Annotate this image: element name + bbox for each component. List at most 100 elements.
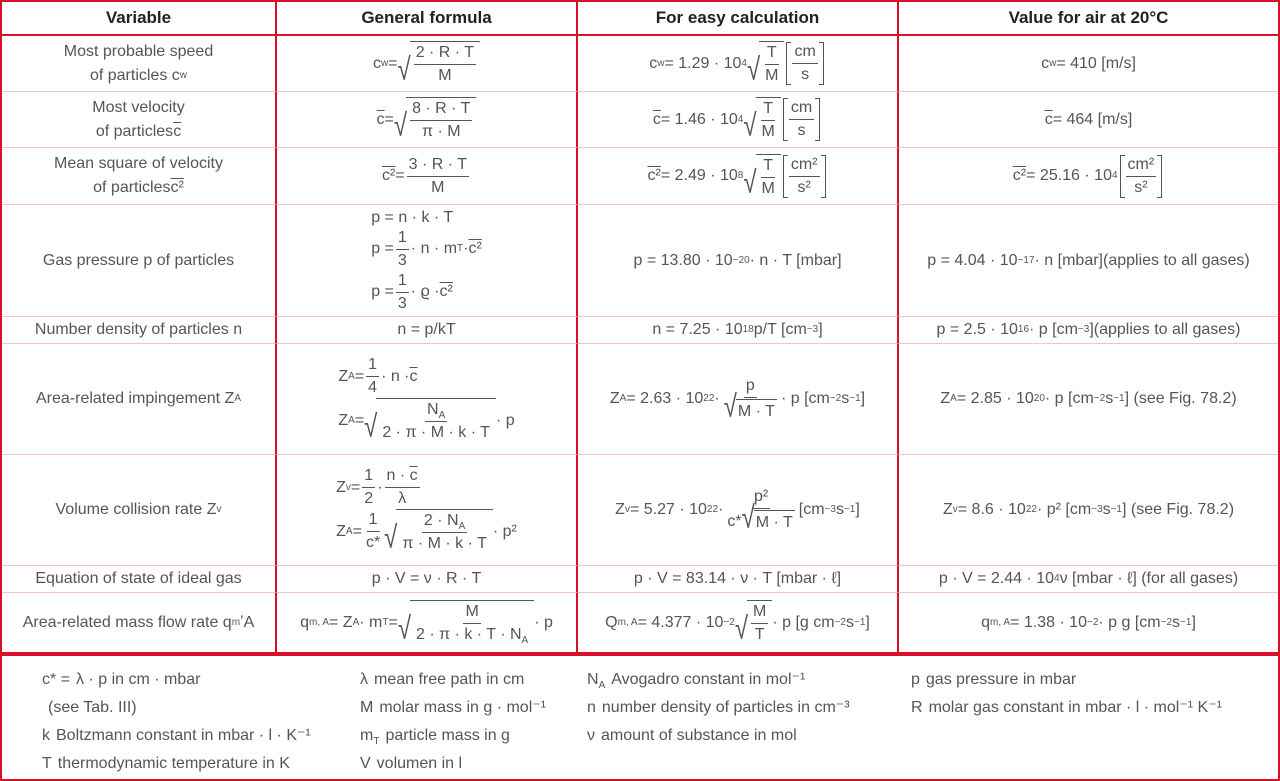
formula-text: = 1.46 · 10 [660, 110, 738, 128]
denominator: 2 · π · M · k · T [380, 422, 492, 443]
radical-sign-icon: √ [397, 52, 411, 88]
formula-text: p² [753, 487, 769, 505]
formula-text: ] [860, 390, 866, 407]
formula-line: Z A = 1 c* √ 2 · NA π · M · k · T · p² [336, 509, 517, 554]
formula-text: M [438, 67, 452, 84]
formula-text: Z [338, 367, 349, 385]
formula-text: q [981, 613, 991, 631]
numerator: 2 · R · T [413, 43, 477, 65]
formula-text: Z [940, 390, 951, 407]
formula-line: c = 1.46 · 10 4 √ T M cm s [653, 97, 822, 142]
formula-text: · [463, 240, 469, 257]
math: c = 1.46 · 10 4 √ T M cm s [653, 97, 822, 142]
formula-text: · n · [381, 367, 410, 385]
formula-table: Variable General formula For easy calculat… [0, 0, 1280, 654]
overline-symbol: c² [1012, 167, 1027, 184]
formula-text: c* [365, 534, 381, 551]
numerator: M [463, 602, 481, 624]
denominator: M [760, 121, 777, 142]
radicand: M · T [735, 398, 777, 423]
formula-text: p · V = 2.44 · 10 [938, 570, 1055, 587]
numerator: n · c [384, 466, 420, 488]
denominator: 3 [396, 293, 409, 314]
formula-text: R [911, 699, 923, 716]
fraction: cm² s² [1125, 155, 1157, 198]
math: q m, A = 1.38 · 10 −2 · p g [cm −2 s −1] [981, 613, 1196, 633]
formula-text: 2 · N [423, 512, 459, 529]
square-root: √ M 2 · π · k · T · NA [398, 600, 535, 646]
math: c² = 2.49 · 10 8 √ T M cm² s² [647, 153, 828, 199]
formula-text: 2 · π · k · T · N [415, 626, 522, 643]
formula-text: M · T [755, 513, 793, 531]
formula-text: 3 · R · T [408, 155, 468, 173]
column-header: General formula [277, 2, 578, 36]
denominator: 2 [362, 488, 375, 509]
formula-text: p · V = 83.14 · ν · T [mbar · ℓ] [633, 570, 842, 587]
square-root: √ 2 · NA π · M · k · T [384, 509, 493, 554]
overline-symbol: c² [381, 167, 396, 184]
fraction: 8 · R · T π · M [410, 99, 473, 142]
numerator: M [751, 602, 769, 624]
formula-text: s [801, 66, 810, 83]
formula-line: Mean square of velocity [54, 154, 223, 174]
formula-text: M [465, 603, 479, 620]
formula-line: Gas pressure p of particles [43, 251, 234, 271]
legend-symbol: c* = [42, 666, 70, 694]
formula-text: ν [mbar · ℓ] (for all gases) [1059, 570, 1239, 587]
formula-text: Z [615, 501, 625, 518]
math: c² = 3 · R · T M [382, 155, 471, 198]
denominator: 2 · π · k · T · NA [414, 624, 530, 646]
formula-text: p = 2.5 · 10 [936, 321, 1018, 338]
legend-text: molar gas constant in mbar · l · mol⁻¹ K… [928, 699, 1222, 716]
denominator: s [799, 64, 811, 85]
formula-text: s [1102, 501, 1111, 518]
formula-text: ] [818, 321, 823, 338]
denominator: s [796, 120, 808, 141]
formula-text: Number density of particles n [34, 321, 243, 338]
subscript: A [598, 680, 606, 692]
formula-text: 1 [397, 228, 407, 246]
radical-sign-icon: √ [743, 108, 757, 144]
formula-text: c* [727, 512, 742, 530]
cell-gen-mean-square-velocity: c² = 3 · R · T M [277, 148, 578, 205]
legend-text: molar mass in g · mol⁻¹ [379, 699, 547, 716]
legend-text: amount of substance in mol [601, 727, 797, 744]
formula-text: ] [1191, 613, 1196, 631]
denominator: c* √ M · T [725, 502, 796, 534]
numerator: cm [788, 98, 815, 120]
formula-line: p = 13.80 · 10 −20 · n · T [mbar] [633, 251, 842, 269]
math: Mean square of velocity of particles c² [54, 150, 223, 202]
square-root: √ NA 2 · π · M · k · T [364, 398, 496, 443]
fraction: 2 · R · T M [413, 43, 477, 86]
numerator: 1 [395, 271, 409, 293]
overline-symbol: c² [647, 167, 661, 184]
legend-item: k Boltzmann constant in mbar · l · K⁻¹ [42, 722, 311, 750]
legend-symbol: ν [587, 722, 595, 750]
formula-text: s [1105, 390, 1114, 407]
legend-text: thermodynamic temperature in K [57, 755, 290, 772]
math: c = 464 [m/s] [1045, 110, 1133, 130]
unit-bracket: cm² s² [782, 154, 826, 198]
denominator: λ [396, 488, 408, 509]
formula-text: cm [790, 99, 813, 116]
overline-symbol: c [652, 110, 661, 128]
legend-symbol: λ [360, 666, 368, 694]
formula-line: Most velocity [92, 98, 184, 118]
formula-text: · n · T [mbar] [749, 251, 842, 269]
overline-symbol: c² [170, 179, 184, 196]
denominator: s² [1132, 177, 1149, 198]
formula-text: M [761, 179, 775, 197]
square-root: √ 8 · R · T π · M [394, 97, 477, 142]
formula-text: Z [336, 522, 346, 540]
numerator: cm² [788, 155, 820, 177]
formula-text: M [753, 603, 767, 620]
